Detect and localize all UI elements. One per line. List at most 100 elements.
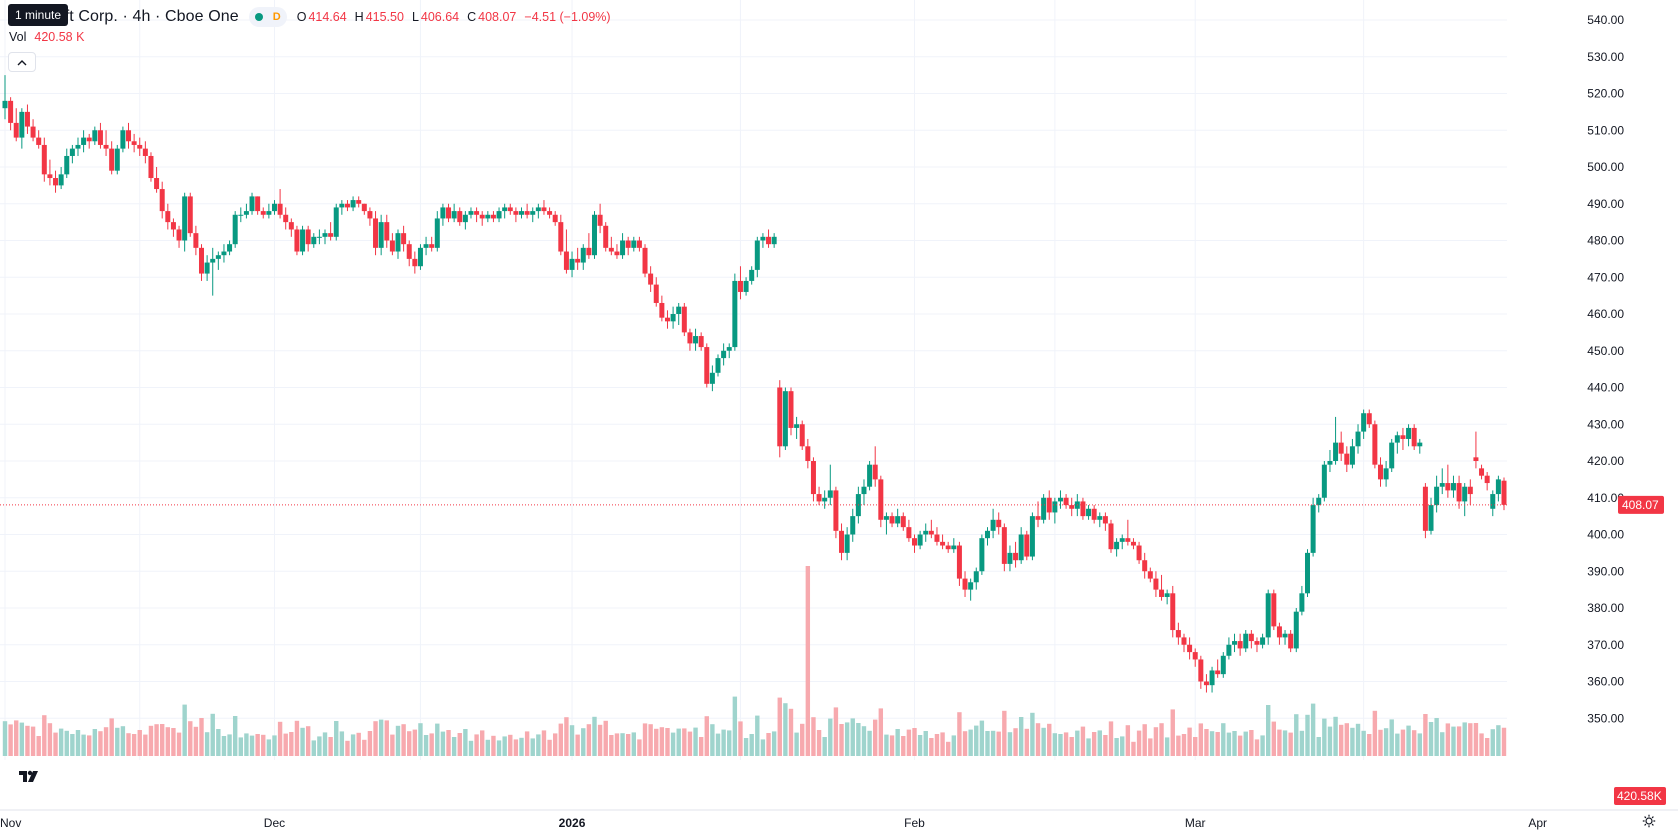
volume-bar xyxy=(873,719,878,756)
volume-bar xyxy=(182,704,187,756)
price-tick-label: 360.00 xyxy=(1587,675,1624,689)
candle-body xyxy=(1422,486,1428,531)
candle-body xyxy=(1192,652,1198,660)
candle-body xyxy=(524,211,530,215)
price-tick-label: 370.00 xyxy=(1587,638,1624,652)
candle-body xyxy=(255,196,261,212)
volume-bar xyxy=(1047,723,1052,756)
volume-bar xyxy=(861,726,867,756)
volume-bar xyxy=(491,735,496,756)
volume-bar xyxy=(805,566,811,756)
volume-bar xyxy=(979,720,985,756)
candle-body xyxy=(148,155,154,179)
volume-bar xyxy=(412,729,418,756)
volume-bar xyxy=(1136,730,1142,756)
collapse-legend-button[interactable] xyxy=(8,52,36,72)
candle-body xyxy=(1361,413,1367,432)
candle-body xyxy=(575,258,581,263)
volume-bar xyxy=(480,730,485,756)
volume-bar xyxy=(1468,723,1473,756)
volume-bar xyxy=(126,733,131,756)
candle-body xyxy=(1389,442,1395,469)
volume-bar xyxy=(609,735,614,756)
candle-body xyxy=(1136,545,1142,561)
candle-body xyxy=(519,211,525,215)
candle-body xyxy=(434,218,440,248)
volume-bar xyxy=(1389,719,1394,756)
volume-bar xyxy=(1131,741,1136,756)
volume-bar xyxy=(732,696,738,756)
price-axis[interactable]: 540.00 530.00 520.00 510.00 500.00 490.00 480.… xyxy=(1507,0,1678,835)
volume-bar xyxy=(1395,733,1400,756)
candle-body xyxy=(659,302,665,318)
candle-body xyxy=(1462,486,1468,502)
volume-bar xyxy=(704,716,709,756)
time-axis[interactable]: NovDec2026FebMarAprMay xyxy=(0,809,1678,830)
volume-bar xyxy=(1114,738,1119,756)
candle-body xyxy=(704,347,710,384)
candle-body xyxy=(288,222,294,230)
candle-body xyxy=(1181,637,1187,645)
volume-bar xyxy=(25,725,30,756)
candle-body xyxy=(1041,497,1047,520)
candle-body xyxy=(227,244,233,252)
candle-body xyxy=(614,251,620,256)
candle-body xyxy=(670,314,676,322)
candle-body xyxy=(1097,516,1103,520)
candle-body xyxy=(698,336,704,348)
volume-bar xyxy=(575,734,580,756)
tradingview-logo-icon[interactable] xyxy=(16,762,44,790)
volume-bar xyxy=(850,718,855,756)
candle-body xyxy=(709,372,715,384)
volume-bar xyxy=(788,708,794,756)
volume-bar xyxy=(923,731,928,756)
candle-body xyxy=(1338,442,1344,454)
price-tick-label: 500.00 xyxy=(1587,160,1624,174)
candle-body xyxy=(867,464,873,487)
logo-mark xyxy=(19,770,38,782)
candle-body xyxy=(485,214,491,219)
market-status[interactable]: D xyxy=(248,7,287,27)
volume-bar xyxy=(934,734,940,756)
candle-body xyxy=(277,203,283,215)
price-tick-label: 410.00 xyxy=(1587,491,1624,505)
candle-body xyxy=(24,111,30,127)
volume-bar xyxy=(109,718,114,756)
volume-bar xyxy=(345,740,350,756)
volume-bar xyxy=(1164,737,1170,756)
volume-bar xyxy=(154,724,159,756)
candle-body xyxy=(1366,413,1372,425)
candle-body xyxy=(1333,442,1339,461)
volume-bar xyxy=(137,730,142,756)
volume-bar xyxy=(42,715,47,756)
volume-bar xyxy=(1305,714,1310,756)
candle-body xyxy=(794,424,800,428)
volume-bar xyxy=(1237,735,1243,756)
volume-bar xyxy=(912,728,917,756)
candle-body xyxy=(114,148,120,171)
candle-body xyxy=(1203,681,1209,686)
candle-body xyxy=(1288,633,1294,649)
candle-body xyxy=(462,214,468,223)
candle-body xyxy=(1237,641,1243,649)
candle-body xyxy=(423,244,429,248)
candle-body xyxy=(1024,534,1030,557)
volume-bar xyxy=(407,731,412,756)
volume-bar xyxy=(1108,721,1114,756)
candle-body xyxy=(1198,659,1204,682)
candle-body xyxy=(889,516,895,524)
candle-body xyxy=(13,122,19,138)
delay-badge: D xyxy=(272,11,281,23)
candle-body xyxy=(687,332,693,344)
candle-body xyxy=(569,258,575,270)
candle-body xyxy=(474,211,480,215)
gear-icon[interactable] xyxy=(1640,812,1658,830)
candle-body xyxy=(165,211,171,223)
volume-bar xyxy=(165,727,171,756)
volume-bar xyxy=(766,733,771,756)
volume-bar xyxy=(828,718,833,756)
volume-bar xyxy=(1338,724,1344,756)
volume-bar xyxy=(429,733,434,756)
